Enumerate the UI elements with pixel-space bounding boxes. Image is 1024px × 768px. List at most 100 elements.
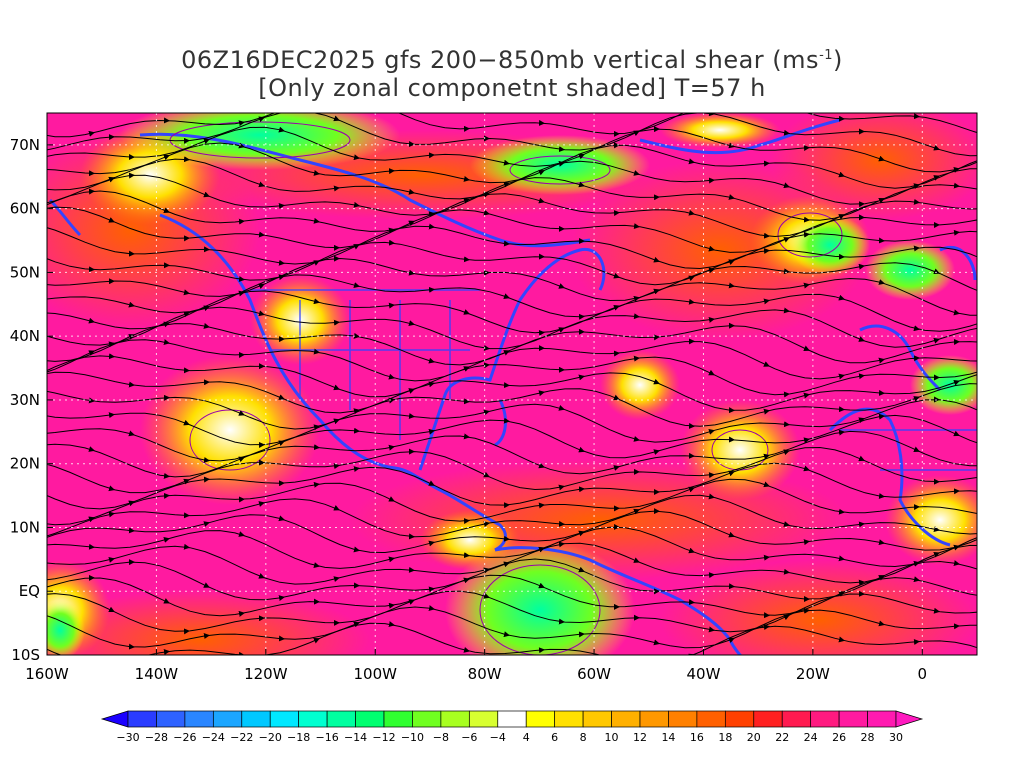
colorbar-box bbox=[838, 710, 868, 728]
streamline bbox=[47, 558, 977, 601]
streamline-arrow bbox=[728, 282, 735, 289]
lat-tick-label: 60N bbox=[10, 200, 40, 218]
streamline-arrow bbox=[538, 546, 545, 553]
streamline-arrow bbox=[913, 446, 920, 452]
streamline-arrow bbox=[353, 408, 360, 415]
lat-tick-label: 50N bbox=[10, 263, 40, 281]
streamline-arrow bbox=[613, 272, 620, 279]
streamline bbox=[47, 241, 977, 286]
streamline-arrow bbox=[633, 557, 640, 563]
colorbar-box bbox=[298, 710, 328, 728]
streamline-arrow bbox=[238, 531, 245, 537]
colorbar-box bbox=[753, 710, 783, 728]
streamline-arrow bbox=[163, 649, 170, 655]
streamline-arrow bbox=[333, 505, 340, 511]
colorbar-label: −26 bbox=[173, 731, 196, 744]
streamline-arrow bbox=[878, 620, 885, 627]
streamline-arrow bbox=[428, 428, 435, 435]
streamline-arrow bbox=[613, 304, 620, 311]
streamline-arrow bbox=[163, 472, 170, 479]
streamline-arrow bbox=[258, 501, 265, 507]
streamline-arrow bbox=[163, 537, 170, 543]
colorbar-box bbox=[611, 710, 641, 728]
streamline-arrow bbox=[238, 410, 245, 416]
streamline-arrow bbox=[463, 646, 470, 653]
streamline-arrow bbox=[878, 197, 885, 204]
colorbar-label: −18 bbox=[287, 731, 310, 744]
lat-tick-label: 20N bbox=[10, 455, 40, 473]
streamlines bbox=[47, 97, 977, 655]
streamline-arrow bbox=[258, 116, 265, 123]
streamline-arrow bbox=[838, 508, 845, 515]
colorbar-label: −20 bbox=[259, 731, 282, 744]
colorbar-box bbox=[810, 710, 840, 728]
streamline-arrow bbox=[838, 294, 845, 301]
streamline-arrow bbox=[763, 453, 770, 460]
colorbar-label: 26 bbox=[832, 731, 846, 744]
streamline-arrow bbox=[838, 591, 845, 597]
streamline-arrow bbox=[313, 348, 320, 355]
colorbar-label: 10 bbox=[605, 731, 619, 744]
colorbar-label: 22 bbox=[775, 731, 789, 744]
streamline bbox=[47, 323, 977, 366]
streamline-arrow bbox=[463, 366, 470, 372]
streamline-arrow bbox=[278, 126, 285, 133]
streamline bbox=[47, 574, 977, 617]
colorbar-box bbox=[582, 710, 612, 728]
streamline-arrow bbox=[388, 302, 395, 309]
streamline-arrow bbox=[388, 373, 395, 380]
colorbar-box bbox=[326, 710, 356, 728]
streamline-arrow bbox=[878, 539, 885, 546]
colorbar-label: 28 bbox=[861, 731, 875, 744]
streamline bbox=[47, 510, 977, 554]
colorbar-box bbox=[241, 710, 271, 728]
streamline-arrow bbox=[353, 621, 360, 628]
streamline-arrow bbox=[483, 409, 490, 416]
streamline-arrow bbox=[633, 508, 640, 515]
streamline-arrow bbox=[878, 413, 885, 420]
streamline-arrow bbox=[463, 433, 470, 440]
streamline-arrow bbox=[333, 115, 340, 122]
streamline-arrow bbox=[128, 430, 135, 437]
streamline-arrow bbox=[483, 345, 490, 351]
streamline-arrow bbox=[315, 97, 319, 98]
streamline-arrow bbox=[408, 320, 415, 326]
streamline-arrow bbox=[838, 373, 845, 380]
colorbar-label: −30 bbox=[116, 731, 139, 744]
streamline-arrow bbox=[653, 378, 660, 385]
streamline bbox=[47, 399, 977, 446]
streamline-arrow bbox=[688, 298, 695, 305]
streamline-arrow bbox=[203, 322, 210, 329]
streamline-arrow bbox=[558, 404, 565, 411]
colorbar-box bbox=[440, 710, 470, 728]
streamline-arrow bbox=[428, 223, 435, 230]
streamline-arrow bbox=[728, 142, 735, 149]
streamline-arrow bbox=[408, 188, 415, 195]
streamline-arrow bbox=[803, 345, 810, 351]
streamline-arrow bbox=[88, 446, 95, 452]
colorbar-min-arrow bbox=[100, 710, 129, 728]
colorbar-box bbox=[668, 710, 698, 728]
streamline bbox=[47, 606, 977, 649]
colorbar-box bbox=[639, 710, 669, 728]
streamline-arrow bbox=[953, 229, 960, 236]
streamline-arrow bbox=[708, 317, 715, 323]
streamline-arrow bbox=[503, 181, 510, 188]
colorbar-box bbox=[383, 710, 413, 728]
streamline-arrow bbox=[933, 337, 940, 344]
streamline-arrow bbox=[688, 209, 695, 216]
streamline-arrow bbox=[503, 159, 510, 166]
streamline-arrow bbox=[763, 408, 770, 415]
streamline-arrow bbox=[408, 413, 415, 419]
streamline-arrow bbox=[203, 305, 210, 312]
streamline-arrow bbox=[278, 595, 285, 602]
streamline-arrow bbox=[878, 575, 885, 581]
streamline-arrow bbox=[428, 540, 435, 547]
streamline-arrow bbox=[933, 551, 940, 558]
streamline-arrow bbox=[633, 355, 640, 362]
streamline-arrow bbox=[483, 191, 490, 198]
streamline-arrow bbox=[258, 283, 265, 290]
colorbar-label: −8 bbox=[433, 731, 449, 744]
streamline-arrow bbox=[653, 639, 660, 646]
streamline-arrow bbox=[783, 307, 790, 314]
